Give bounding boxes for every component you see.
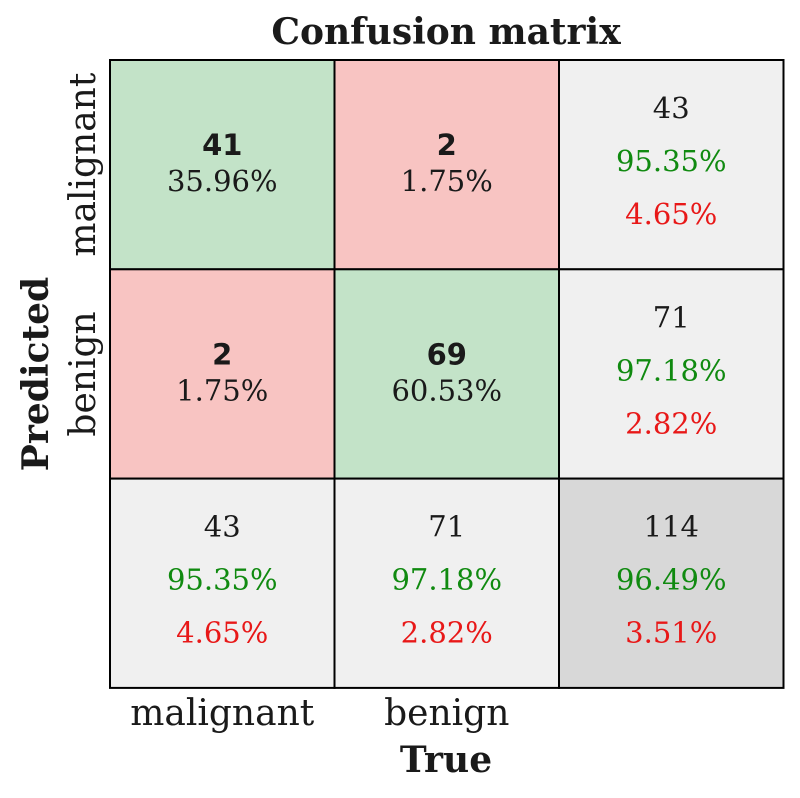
cell-count: 41 <box>202 128 242 162</box>
matrix-cells: 4135.96%21.75%4395.35%4.65%21.75%6960.53… <box>110 60 784 688</box>
overall-total-bad: 3.51% <box>625 616 717 650</box>
row-total-good: 95.35% <box>616 144 727 178</box>
row-total-good: 97.18% <box>616 353 727 387</box>
row-total-bad: 4.65% <box>625 197 717 231</box>
chart-title: Confusion matrix <box>271 11 621 53</box>
x-tick-label: malignant <box>130 693 315 734</box>
cell-percent: 35.96% <box>167 164 278 198</box>
row-total-bad: 2.82% <box>625 406 717 440</box>
overall-total-good: 96.49% <box>616 563 727 597</box>
cell-count: 69 <box>427 337 467 371</box>
cell-percent: 1.75% <box>401 164 493 198</box>
x-axis-label: True <box>400 739 492 781</box>
row-total-count: 71 <box>653 300 690 334</box>
column-total-bad: 4.65% <box>176 616 268 650</box>
cell-count: 2 <box>437 128 457 162</box>
cell-percent: 60.53% <box>391 373 502 407</box>
column-total-count: 43 <box>204 510 241 544</box>
y-tick-label: benign <box>63 311 104 436</box>
cell-percent: 1.75% <box>176 373 268 407</box>
column-total-good: 97.18% <box>391 563 502 597</box>
overall-total-count: 114 <box>644 510 699 544</box>
y-axis-label: Predicted <box>15 277 57 471</box>
column-total-good: 95.35% <box>167 563 278 597</box>
column-total-bad: 2.82% <box>401 616 493 650</box>
cell-count: 2 <box>212 337 232 371</box>
column-total-count: 71 <box>428 510 465 544</box>
y-tick-label: malignant <box>63 72 104 257</box>
row-total-count: 43 <box>653 91 690 125</box>
x-tick-label: benign <box>384 693 509 734</box>
